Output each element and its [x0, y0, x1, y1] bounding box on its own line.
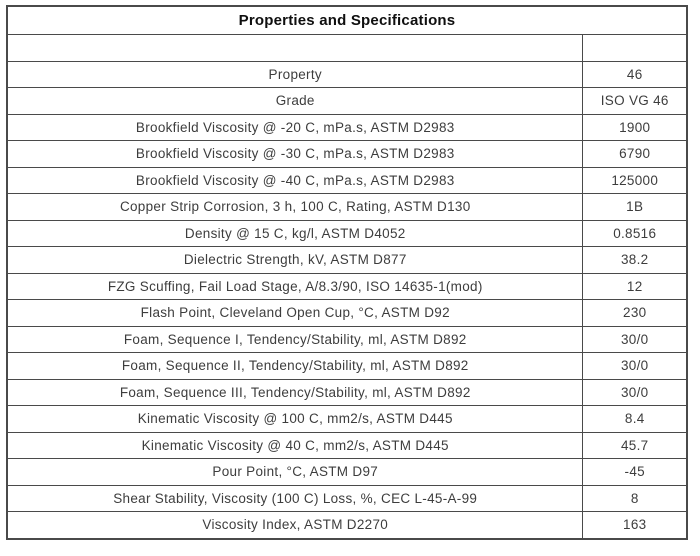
- value-cell: 8: [582, 484, 688, 512]
- value-cell: 8.4: [582, 405, 688, 433]
- table-row: Foam, Sequence I, Tendency/Stability, ml…: [6, 325, 688, 353]
- property-cell: Density @ 15 C, kg/l, ASTM D4052: [6, 219, 584, 247]
- table-row: Foam, Sequence II, Tendency/Stability, m…: [6, 352, 688, 380]
- value-cell: 6790: [582, 140, 688, 168]
- table-row: Kinematic Viscosity @ 40 C, mm2/s, ASTM …: [6, 431, 688, 459]
- property-cell: Grade: [6, 87, 584, 115]
- property-cell: Flash Point, Cleveland Open Cup, °C, AST…: [6, 299, 584, 327]
- property-cell: Brookfield Viscosity @ -30 C, mPa.s, AST…: [6, 140, 584, 168]
- value-cell: 30/0: [582, 325, 688, 353]
- table-row: Pour Point, °C, ASTM D97 -45: [6, 458, 688, 486]
- property-cell: Kinematic Viscosity @ 40 C, mm2/s, ASTM …: [6, 431, 584, 459]
- value-cell: 1900: [582, 113, 688, 141]
- table-row: Copper Strip Corrosion, 3 h, 100 C, Rati…: [6, 193, 688, 221]
- table-row: Flash Point, Cleveland Open Cup, °C, AST…: [6, 299, 688, 327]
- table-title: Properties and Specifications: [6, 5, 688, 35]
- table-row: Viscosity Index, ASTM D2270 163: [6, 511, 688, 539]
- value-cell: 38.2: [582, 246, 688, 274]
- table-row: Brookfield Viscosity @ -40 C, mPa.s, AST…: [6, 166, 688, 194]
- property-cell: Brookfield Viscosity @ -40 C, mPa.s, AST…: [6, 166, 584, 194]
- value-cell: 163: [582, 511, 688, 539]
- property-cell: Viscosity Index, ASTM D2270: [6, 511, 584, 539]
- value-cell: 30/0: [582, 352, 688, 380]
- value-cell: 30/0: [582, 378, 688, 406]
- table-row: Brookfield Viscosity @ -30 C, mPa.s, AST…: [6, 140, 688, 168]
- value-cell: [582, 34, 688, 62]
- table-row: Grade ISO VG 46: [6, 87, 688, 115]
- table-row: Density @ 15 C, kg/l, ASTM D4052 0.8516: [6, 219, 688, 247]
- property-cell: Shear Stability, Viscosity (100 C) Loss,…: [6, 484, 584, 512]
- property-cell: Kinematic Viscosity @ 100 C, mm2/s, ASTM…: [6, 405, 584, 433]
- table-row: Shear Stability, Viscosity (100 C) Loss,…: [6, 484, 688, 512]
- property-cell: Copper Strip Corrosion, 3 h, 100 C, Rati…: [6, 193, 584, 221]
- property-cell: [6, 34, 584, 62]
- value-cell: 46: [582, 60, 688, 88]
- value-cell: -45: [582, 458, 688, 486]
- title-row: Properties and Specifications: [6, 5, 688, 35]
- value-cell: 12: [582, 272, 688, 300]
- value-cell: 45.7: [582, 431, 688, 459]
- table-row: Dielectric Strength, kV, ASTM D877 38.2: [6, 246, 688, 274]
- value-cell: 0.8516: [582, 219, 688, 247]
- table-row: Property 46: [6, 60, 688, 88]
- table-row: [6, 34, 688, 62]
- value-cell: ISO VG 46: [582, 87, 688, 115]
- property-cell: Foam, Sequence II, Tendency/Stability, m…: [6, 352, 584, 380]
- property-cell: FZG Scuffing, Fail Load Stage, A/8.3/90,…: [6, 272, 584, 300]
- table-row: FZG Scuffing, Fail Load Stage, A/8.3/90,…: [6, 272, 688, 300]
- property-cell: Property: [6, 60, 584, 88]
- table-row: Brookfield Viscosity @ -20 C, mPa.s, AST…: [6, 113, 688, 141]
- property-cell: Brookfield Viscosity @ -20 C, mPa.s, AST…: [6, 113, 584, 141]
- value-cell: 1B: [582, 193, 688, 221]
- property-cell: Foam, Sequence III, Tendency/Stability, …: [6, 378, 584, 406]
- table-row: Foam, Sequence III, Tendency/Stability, …: [6, 378, 688, 406]
- table-row: Kinematic Viscosity @ 100 C, mm2/s, ASTM…: [6, 405, 688, 433]
- property-cell: Pour Point, °C, ASTM D97: [6, 458, 584, 486]
- properties-specifications-table: Properties and Specifications Property 4…: [6, 5, 688, 540]
- property-cell: Foam, Sequence I, Tendency/Stability, ml…: [6, 325, 584, 353]
- property-cell: Dielectric Strength, kV, ASTM D877: [6, 246, 584, 274]
- value-cell: 125000: [582, 166, 688, 194]
- value-cell: 230: [582, 299, 688, 327]
